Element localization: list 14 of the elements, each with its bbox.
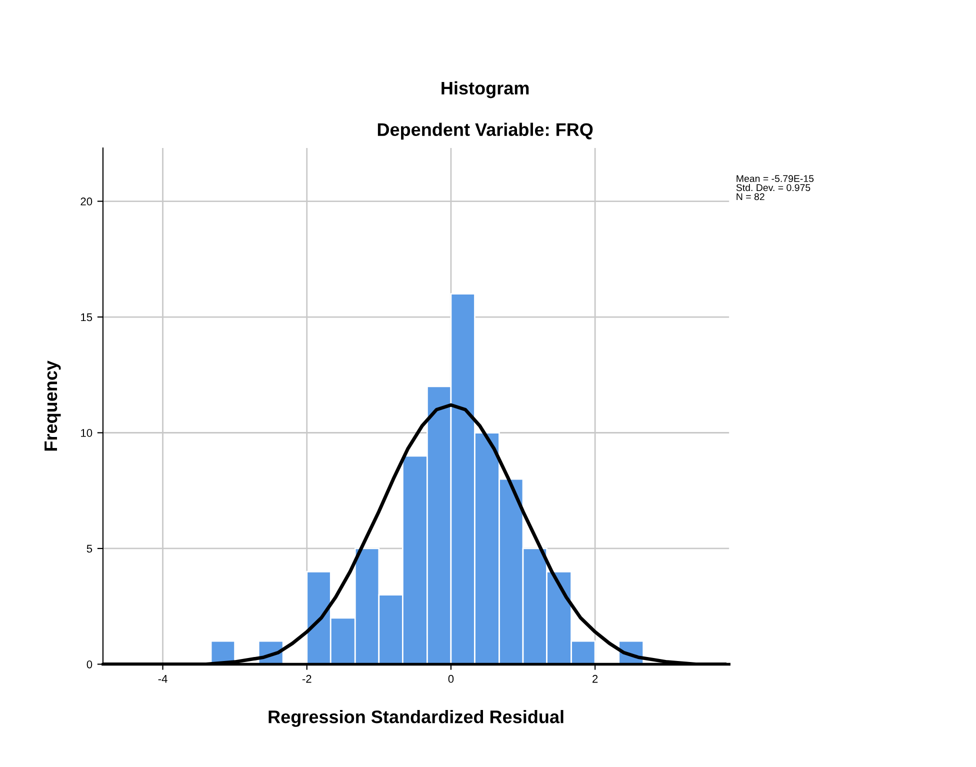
- y-tick-label: 20: [80, 198, 92, 206]
- y-tick-label: 15: [81, 313, 92, 322]
- x-axis-title: Regression Standardized Residual: [268, 710, 564, 727]
- y-axis-title: Frequency: [44, 360, 61, 451]
- chart-title: Histogram: [442, 81, 529, 98]
- y-tick-label: 0: [86, 660, 92, 668]
- x-tick-label: 2: [592, 674, 598, 683]
- x-tick-label: 0: [448, 674, 454, 683]
- text: Mean = -5.79E-15 Std. Dev. = 0.975 N = 82: [736, 175, 814, 200]
- y-tick-label: 10: [81, 429, 92, 437]
- x-tick-label: -4: [158, 675, 168, 683]
- chart-subtitle: Dependent Variable: FRQ: [378, 122, 593, 140]
- x-tick-label: -2: [302, 674, 312, 683]
- y-tick-label: 5: [86, 544, 92, 553]
